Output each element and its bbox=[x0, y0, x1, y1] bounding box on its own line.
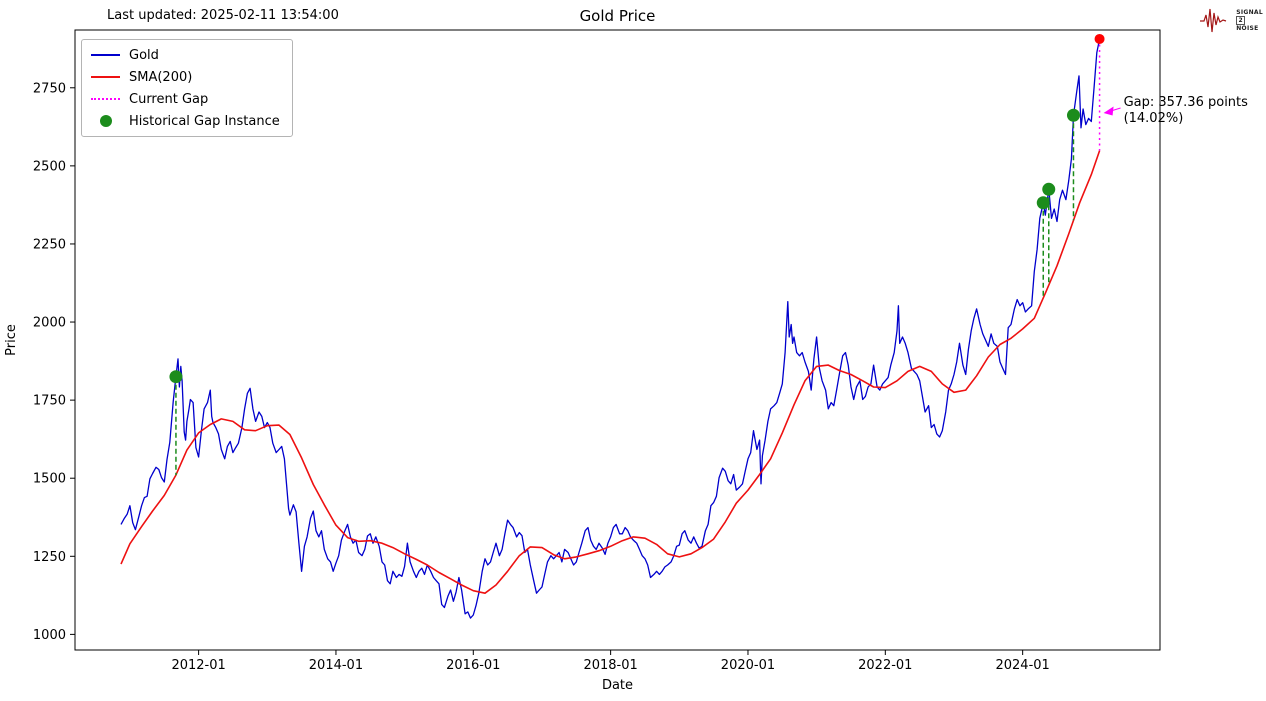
legend: Gold SMA(200) Current Gap Historical Gap… bbox=[81, 39, 293, 137]
gap-arrowhead bbox=[1103, 106, 1114, 116]
logo-word-signal: SIGNAL bbox=[1236, 8, 1263, 16]
x-tick-label: 2016-01 bbox=[446, 658, 500, 673]
y-tick-label: 1250 bbox=[33, 550, 66, 565]
axes-frame bbox=[74, 29, 1161, 651]
y-tick-label: 2000 bbox=[33, 316, 66, 331]
legend-label-gap-instance: Historical Gap Instance bbox=[129, 113, 280, 129]
legend-item-current-gap: Current Gap bbox=[91, 91, 280, 107]
x-tick-label: 2014-01 bbox=[309, 658, 363, 673]
latest-price-dot bbox=[1094, 33, 1105, 44]
gap-instance-dot bbox=[1066, 108, 1080, 122]
x-tick-label: 2024-01 bbox=[995, 658, 1049, 673]
x-tick-label: 2018-01 bbox=[583, 658, 637, 673]
logo-word-2: 2 bbox=[1236, 15, 1246, 25]
legend-label-current-gap: Current Gap bbox=[129, 91, 209, 107]
gap-annotation-line2: (14.02%) bbox=[1123, 111, 1184, 126]
legend-item-sma: SMA(200) bbox=[91, 69, 280, 85]
chart-title: Gold Price bbox=[579, 7, 656, 25]
sma-200-line bbox=[120, 150, 1101, 595]
y-tick-label: 2500 bbox=[33, 159, 66, 174]
gold-price-line bbox=[120, 38, 1101, 619]
logo-text: SIGNAL 2 NOISE bbox=[1236, 9, 1263, 32]
y-tick-label: 1750 bbox=[33, 394, 66, 409]
current-gap-swatch bbox=[91, 98, 120, 100]
seismograph-waveform-icon bbox=[1200, 8, 1227, 33]
y-tick-label: 1500 bbox=[33, 472, 66, 487]
x-tick-label: 2020-01 bbox=[721, 658, 775, 673]
y-tick-label: 2750 bbox=[33, 81, 66, 96]
y-tick-label: 2250 bbox=[33, 237, 66, 252]
legend-item-gap-instance: Historical Gap Instance bbox=[91, 113, 280, 129]
gap-instance-dot-swatch bbox=[99, 115, 112, 127]
legend-label-sma: SMA(200) bbox=[129, 69, 193, 85]
gap-instance-dot bbox=[1042, 182, 1056, 196]
gap-instance-swatch-wrap bbox=[91, 115, 120, 127]
x-tick-label: 2022-01 bbox=[858, 658, 912, 673]
gold-line-swatch bbox=[91, 54, 120, 56]
gap-annotation-line1: Gap: 357.36 points bbox=[1123, 95, 1248, 110]
sma-line-swatch bbox=[91, 76, 120, 78]
gap-instance-dot bbox=[169, 370, 183, 384]
signal2noise-logo: SIGNAL 2 NOISE bbox=[1199, 5, 1263, 35]
x-tick-label: 2012-01 bbox=[171, 658, 225, 673]
legend-label-gold: Gold bbox=[129, 47, 159, 63]
gap-instance-dot bbox=[1036, 196, 1050, 210]
gap-annotation: Gap: 357.36 points (14.02%) bbox=[1124, 95, 1248, 127]
x-axis-label: Date bbox=[602, 678, 633, 693]
y-axis-label: Price bbox=[4, 324, 19, 356]
legend-item-gold: Gold bbox=[91, 47, 280, 63]
y-tick-label: 1000 bbox=[33, 628, 66, 643]
last-updated-text: Last updated: 2025-02-11 13:54:00 bbox=[107, 8, 339, 23]
logo-word-noise: NOISE bbox=[1236, 24, 1259, 32]
